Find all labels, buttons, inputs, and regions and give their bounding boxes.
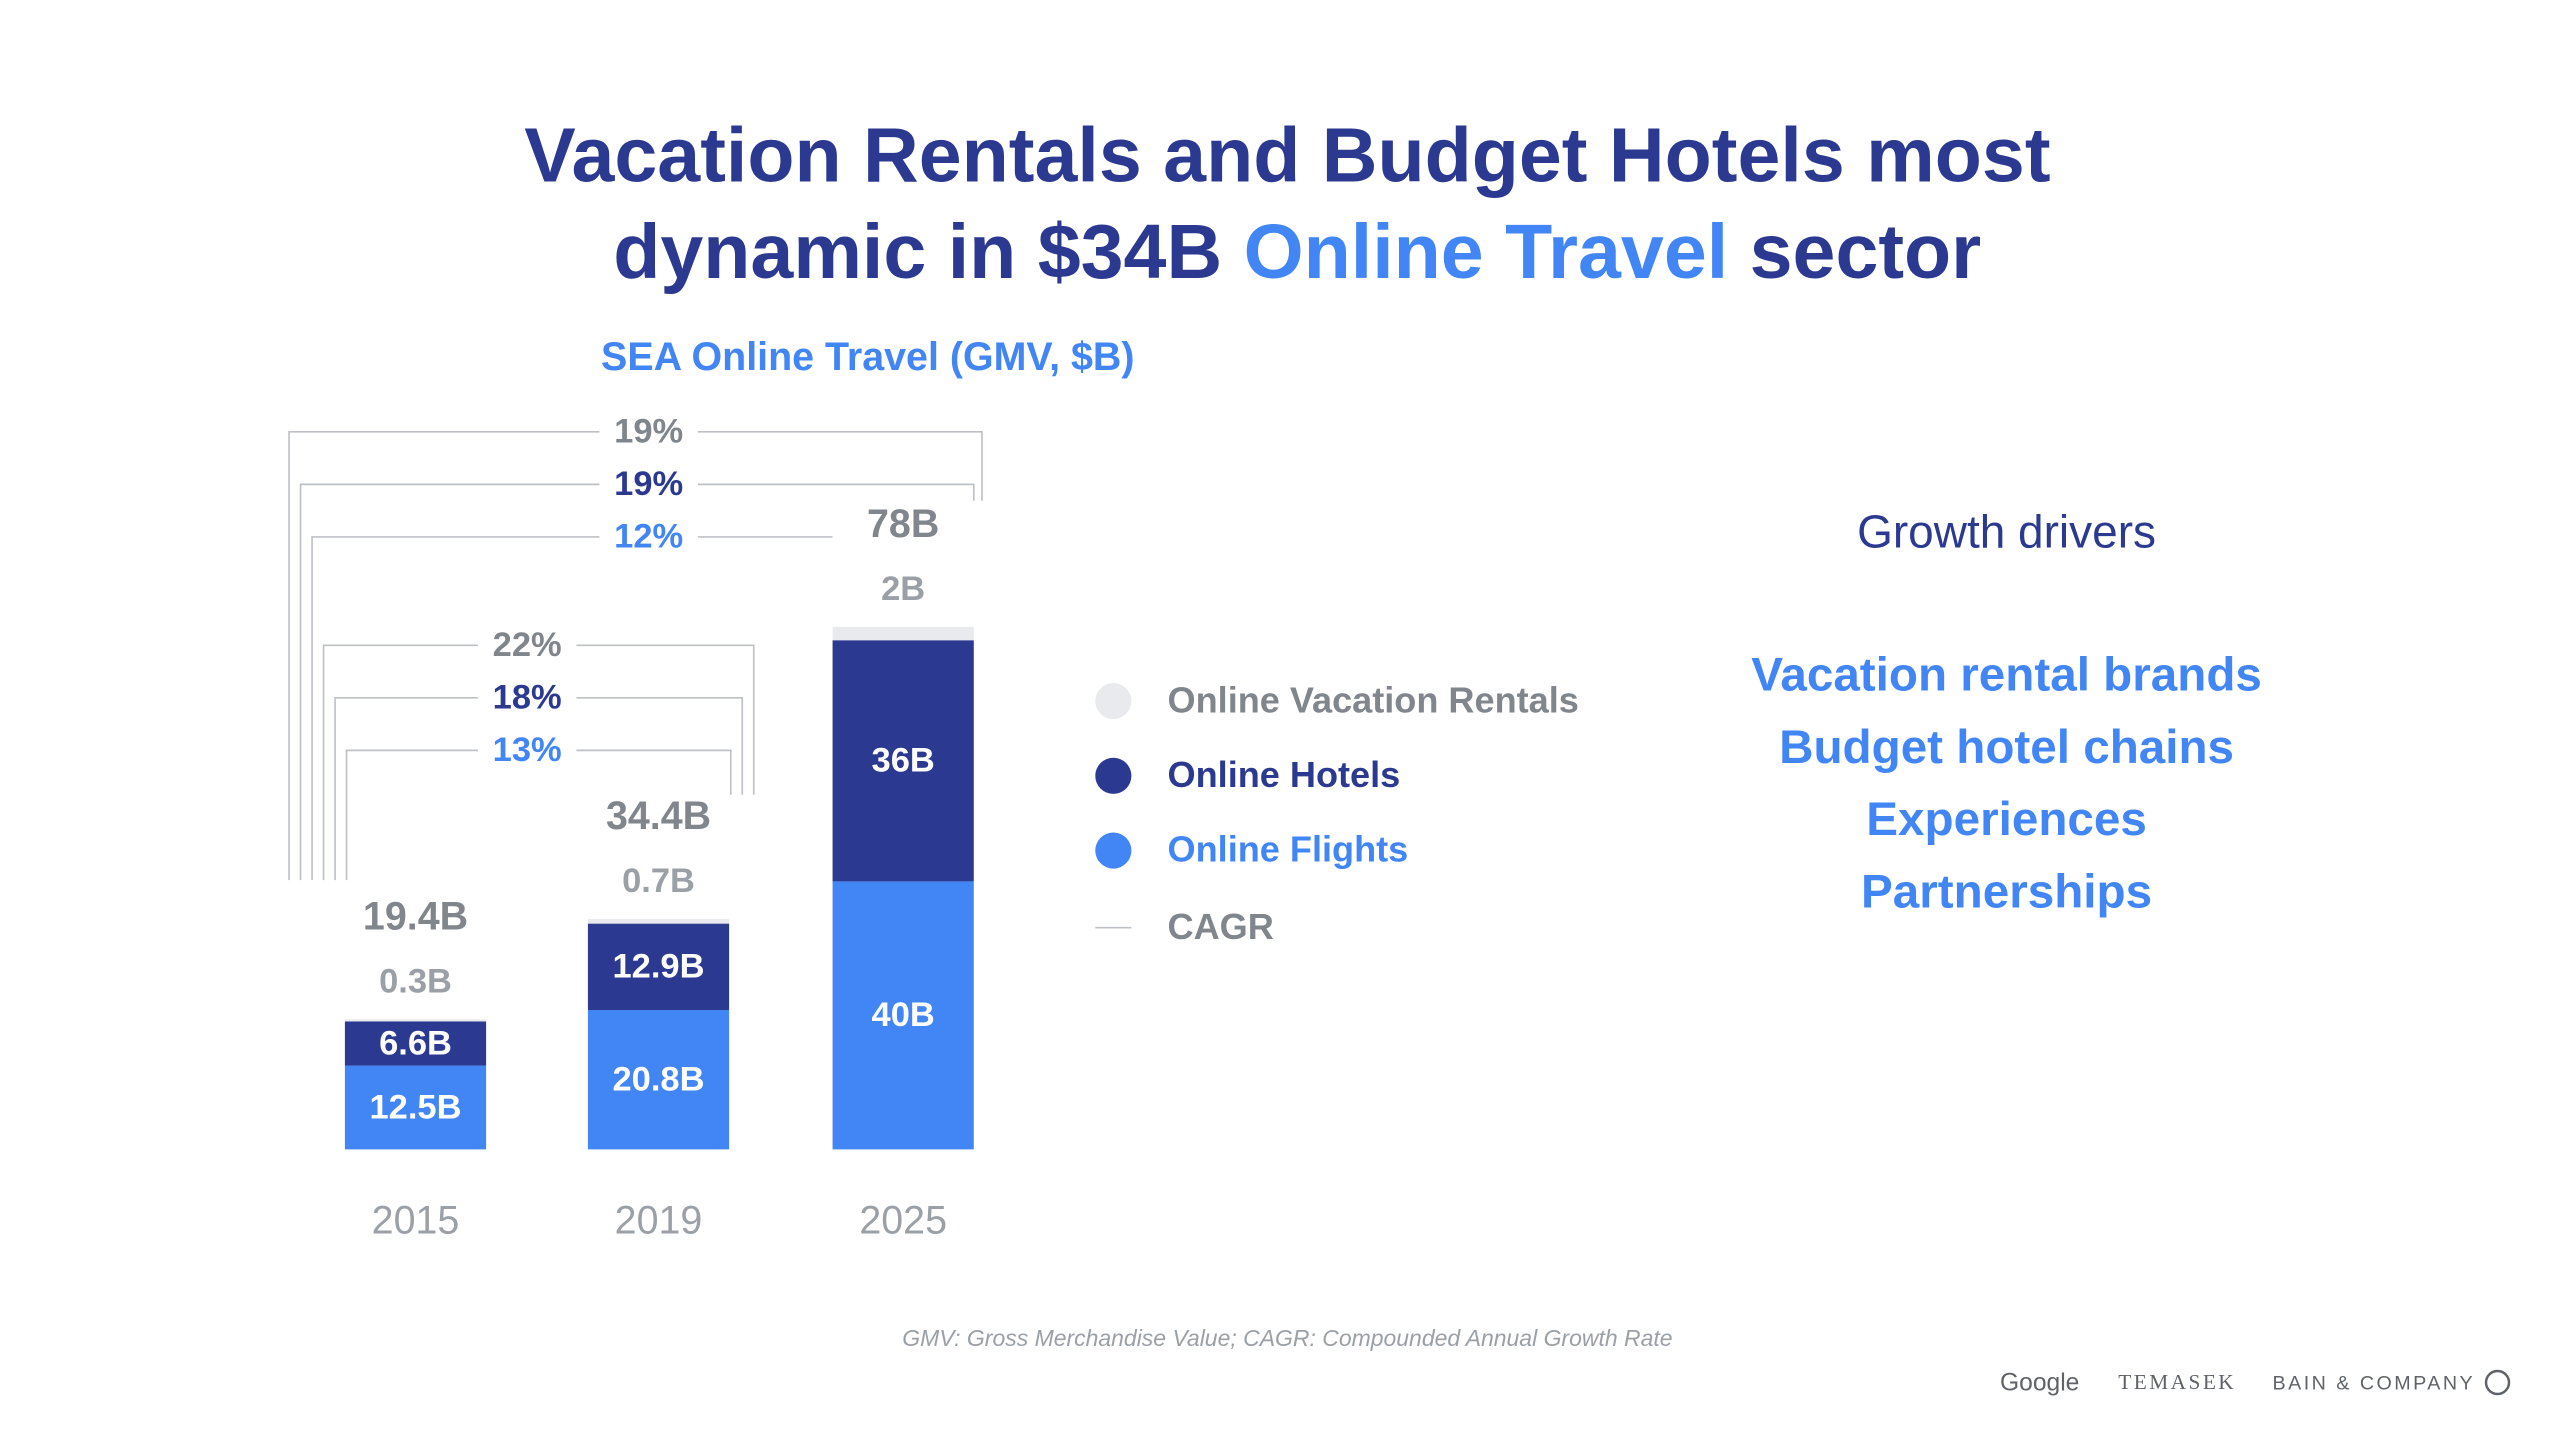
drivers-title: Growth drivers	[1857, 505, 2156, 557]
cagr-label: 19%	[614, 413, 683, 451]
value-label: 20.8B	[613, 1060, 705, 1098]
title-line-1: Vacation Rentals and Budget Hotels most	[524, 112, 2050, 198]
value-label: 40B	[872, 996, 935, 1034]
cagr-label: 18%	[493, 679, 562, 717]
title-part: dynamic in $34B	[613, 209, 1243, 295]
cagr-label: 12%	[614, 518, 683, 556]
cagr-bracket	[311, 536, 833, 881]
value-label: 12.9B	[613, 948, 705, 986]
cagr-label: 19%	[614, 465, 683, 503]
legend-swatch	[1095, 832, 1132, 869]
legend-label: Online Vacation Rentals	[1168, 679, 1579, 720]
legend-label: Online Hotels	[1168, 754, 1401, 795]
title-line-2: dynamic in $34B Online Travel sector	[613, 209, 1981, 295]
value-label: 12.5B	[370, 1088, 462, 1126]
driver-item: Partnerships	[1861, 865, 2152, 918]
logo-google: Google	[2000, 1370, 2079, 1397]
logo-icon	[2484, 1369, 2511, 1396]
cagr-bracket	[288, 431, 983, 881]
legend-label: CAGR	[1168, 906, 1274, 947]
footnote: GMV: Gross Merchandise Value; CAGR: Comp…	[902, 1325, 1672, 1351]
title-part: sector	[1728, 209, 1981, 295]
total-label: 34.4B	[606, 794, 711, 838]
total-label: 19.4B	[363, 895, 468, 939]
value-label: 0.3B	[379, 962, 452, 1000]
bar-segment	[344, 1021, 487, 1066]
legend-label: Online Flights	[1168, 829, 1409, 870]
bar-segment	[587, 923, 730, 1011]
legend-swatch	[1095, 683, 1132, 720]
value-label: 6.6B	[379, 1024, 452, 1062]
logo-temasek: TEMASEK	[2118, 1370, 2236, 1394]
cagr-bracket	[299, 483, 975, 881]
total-label: 78B	[867, 502, 939, 546]
cagr-bracket	[334, 697, 744, 881]
driver-item: Experiences	[1866, 793, 2147, 846]
legend-swatch	[1095, 757, 1132, 794]
bar-segment	[344, 1065, 487, 1150]
x-tick-label: 2025	[859, 1199, 947, 1243]
cagr-bracket	[322, 644, 755, 881]
driver-item: Budget hotel chains	[1779, 721, 2234, 774]
x-tick-label: 2015	[372, 1199, 460, 1243]
value-label: 36B	[872, 742, 935, 780]
bar-segment	[344, 1019, 487, 1022]
x-tick-label: 2019	[615, 1199, 703, 1243]
value-label: 0.7B	[622, 862, 695, 900]
title-highlight: Online Travel	[1244, 209, 1729, 295]
cagr-bracket	[345, 749, 732, 881]
logo-bain: BAIN & COMPANY	[2273, 1372, 2476, 1394]
bar-segment	[832, 881, 974, 1150]
cagr-label: 22%	[493, 626, 562, 664]
bar-segment	[832, 640, 974, 882]
bar-segment	[832, 626, 974, 641]
bar-segment	[587, 918, 730, 924]
cagr-label: 13%	[493, 731, 562, 769]
driver-item: Vacation rental brands	[1751, 649, 2262, 702]
bar-segment	[587, 1010, 730, 1150]
subtitle: SEA Online Travel (GMV, $B)	[601, 335, 1134, 379]
value-label: 2B	[881, 570, 925, 608]
